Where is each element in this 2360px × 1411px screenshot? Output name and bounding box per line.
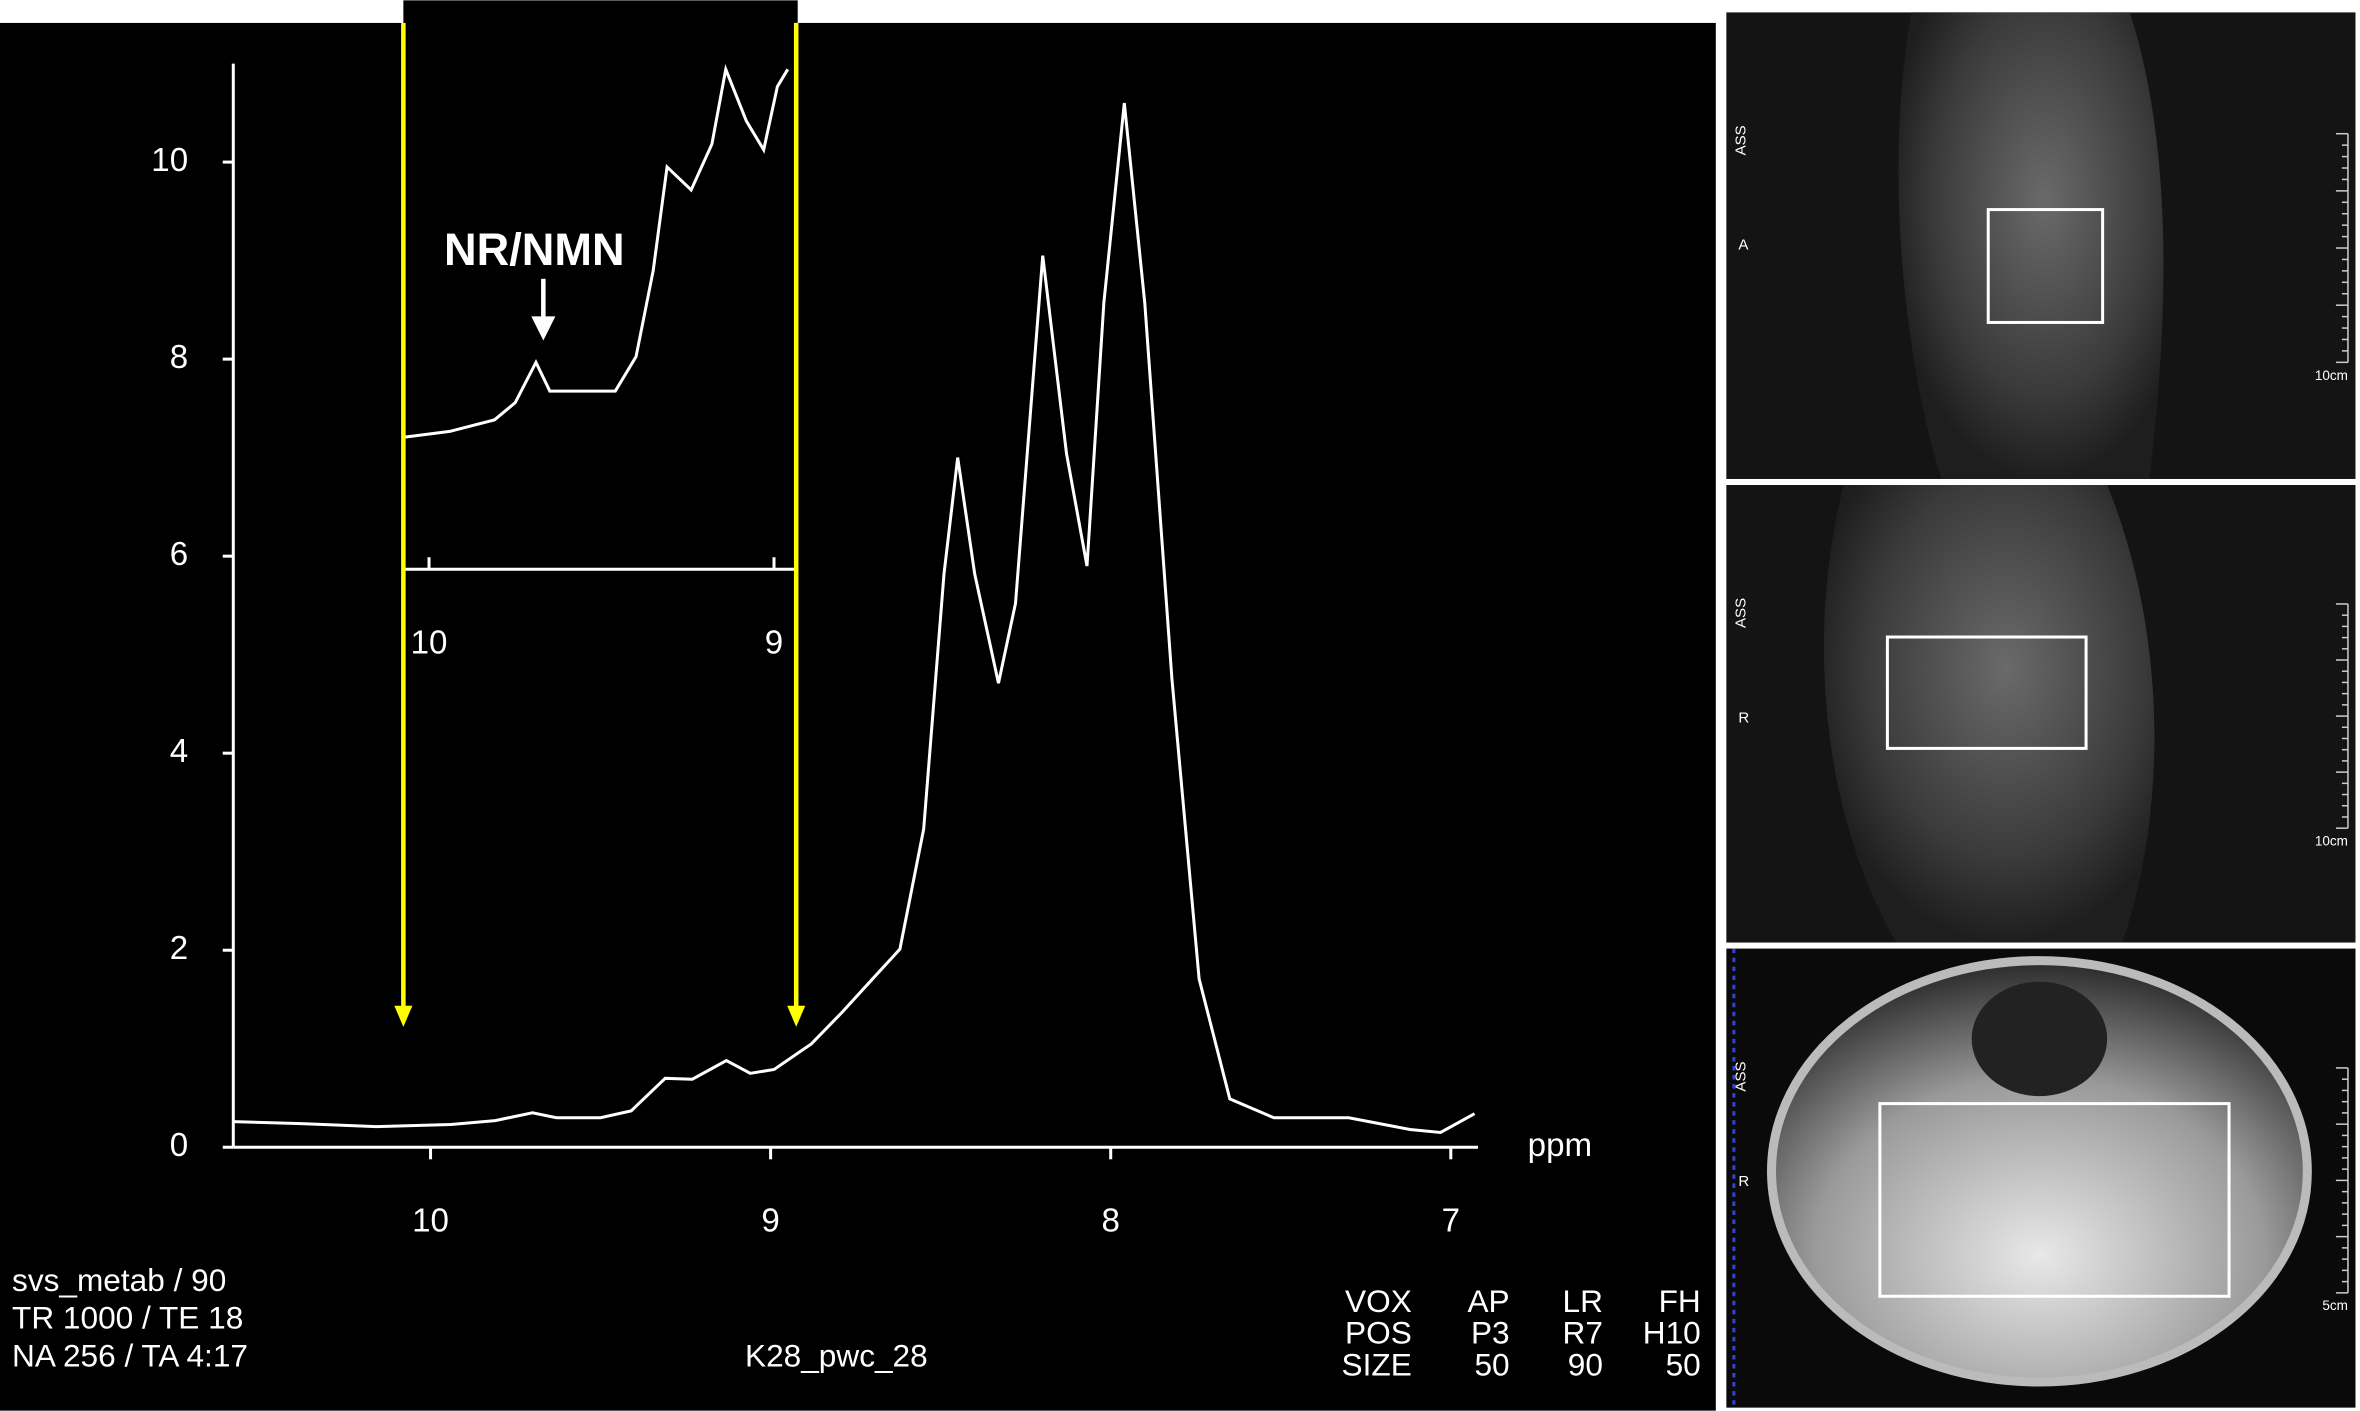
mri-view-2 [1726, 485, 2356, 943]
y-tick-label: 8 [170, 339, 188, 376]
info-line: TR 1000 / TE 18 [12, 1300, 243, 1336]
mri-view-1 [1726, 12, 2356, 479]
plots: 10 9 8 7 0 2 4 6 8 10 10 9 [151, 63, 1479, 1239]
table-cell: SIZE [1342, 1346, 1412, 1382]
view-scale-label: 10cm [2315, 368, 2348, 383]
view-top-label: ASS [1732, 1061, 1749, 1091]
view-side-label: A [1738, 237, 1748, 254]
x-tick-label: 9 [761, 1202, 779, 1239]
spectrum-line [233, 102, 1476, 1135]
mri-view-3 [1726, 948, 2356, 1408]
x-tick-label: 10 [411, 624, 448, 661]
view-labels: ASS A 10cm ASS R 10cm ASS R 5cm [1732, 125, 2349, 1313]
x-tick-label: 8 [1102, 1202, 1120, 1239]
table-cell: LR [1563, 1283, 1603, 1319]
x-tick-label: 7 [1442, 1202, 1460, 1239]
zoom-arrows [394, 22, 806, 1027]
inset-panel [403, 0, 798, 573]
view-top-label: ASS [1732, 125, 1749, 155]
spectrum-panel [0, 22, 1716, 1411]
view-scale-label: 10cm [2315, 833, 2348, 848]
table-cell: 50 [1666, 1346, 1701, 1382]
view-side-label: R [1738, 1173, 1749, 1190]
view-scale-label: 5cm [2322, 1298, 2348, 1313]
scan-name: K28_pwc_28 [745, 1337, 928, 1373]
voxel-table: VOX AP LR FH POS P3 R7 H10 SIZE 50 90 50 [1342, 1283, 1701, 1382]
x-axis-label: ppm [1528, 1127, 1592, 1164]
scan-info: svs_metab / 90 TR 1000 / TE 18 NA 256 / … [12, 1262, 928, 1373]
view-top-label: ASS [1732, 598, 1749, 628]
y-tick-label: 0 [170, 1127, 188, 1164]
table-cell: POS [1345, 1315, 1412, 1351]
x-tick-label: 10 [412, 1202, 449, 1239]
table-cell: VOX [1345, 1283, 1412, 1319]
table-cell: 90 [1568, 1346, 1603, 1382]
y-tick-label: 2 [170, 930, 188, 967]
info-line: NA 256 / TA 4:17 [12, 1337, 248, 1373]
y-tick-label: 4 [170, 733, 188, 770]
table-cell: R7 [1563, 1315, 1603, 1351]
table-cell: AP [1467, 1283, 1509, 1319]
annotation: NR/NMN [444, 224, 625, 275]
x-tick-label: 9 [765, 624, 783, 661]
table-cell: H10 [1643, 1315, 1701, 1351]
annotation-arrow [531, 278, 556, 341]
table-cell: P3 [1471, 1315, 1510, 1351]
view-side-label: R [1738, 709, 1749, 726]
table-cell: FH [1659, 1283, 1701, 1319]
y-tick-label: 6 [170, 536, 188, 573]
info-line: svs_metab / 90 [12, 1262, 226, 1298]
table-cell: 50 [1474, 1346, 1509, 1382]
y-tick-label: 10 [151, 142, 188, 179]
spectrum-line [404, 63, 790, 439]
